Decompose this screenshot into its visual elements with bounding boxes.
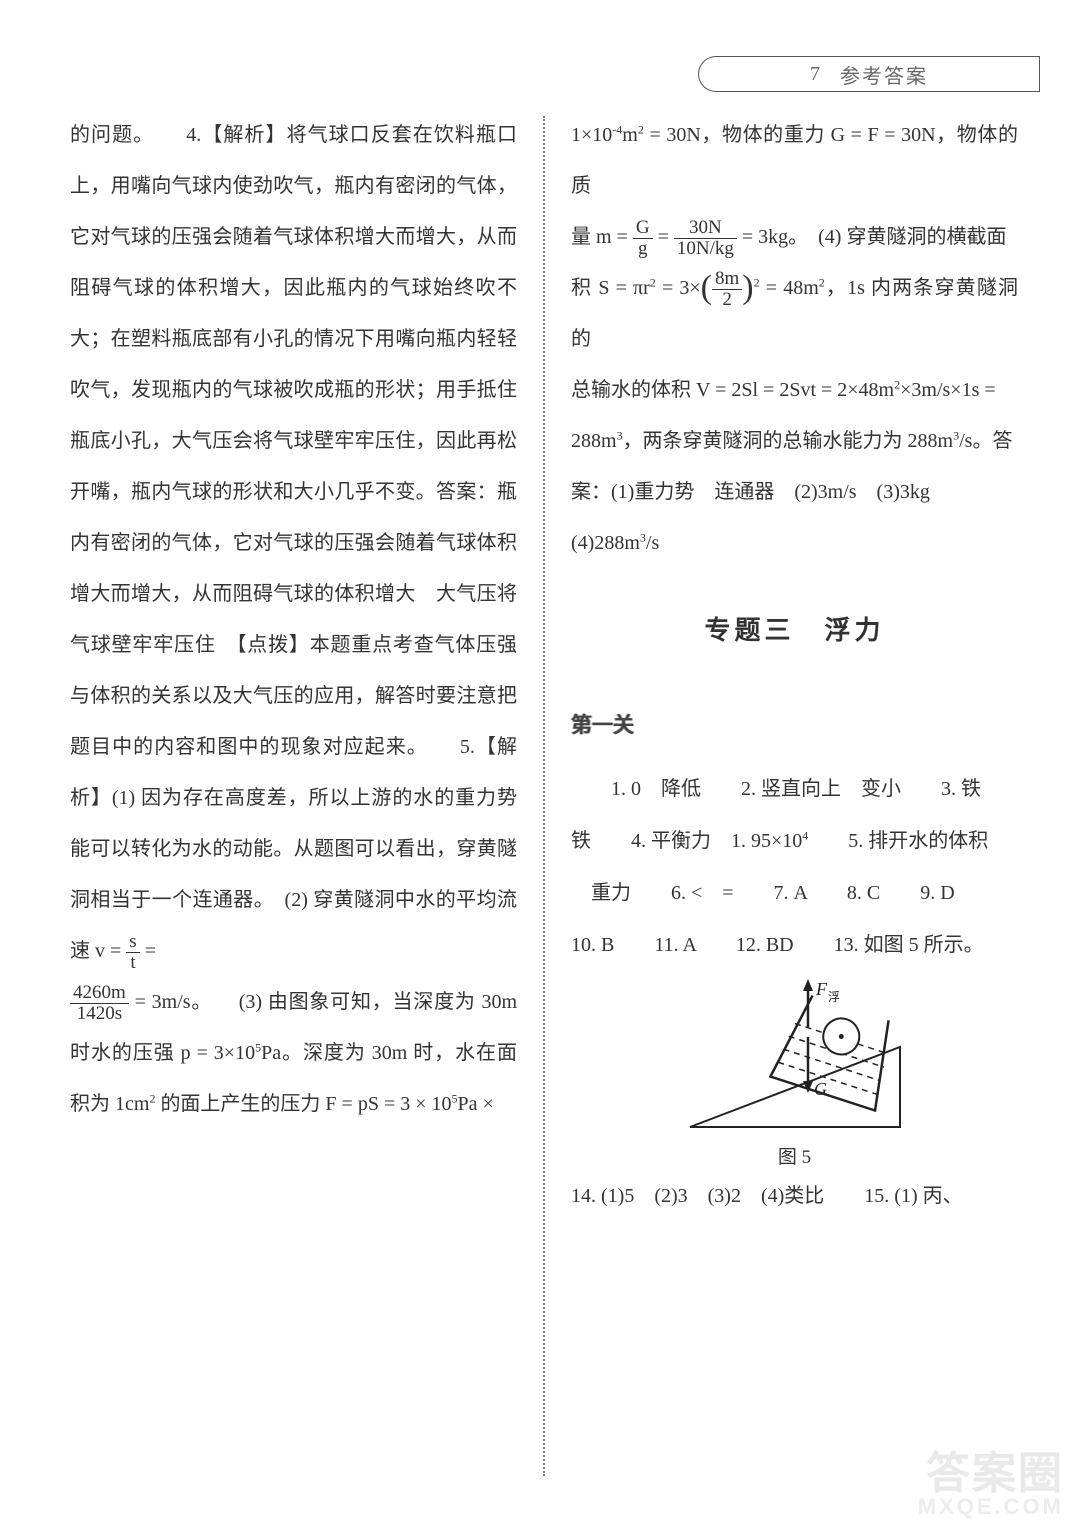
- columns: 的问题。 4.【解析】将气球口反套在饮料瓶口上，用嘴向气球内使劲吹气，瓶内有密闭…: [70, 110, 1018, 1490]
- answer-line: 重力 6. < = 7. A 8. C 9. D: [571, 867, 1018, 919]
- frac-num: 4260m: [70, 983, 129, 1004]
- frac-num: G: [633, 218, 653, 239]
- r-l1b: m: [622, 124, 638, 146]
- left-column: 的问题。 4.【解析】将气球口反套在饮料瓶口上，用嘴向气球内使劲吹气，瓶内有密闭…: [70, 110, 543, 1490]
- figure-caption: 图 5: [571, 1147, 1018, 1170]
- frac-den: g: [633, 239, 653, 259]
- frac-den: 10N/kg: [674, 239, 737, 259]
- vol-b: ×3m/s×1s =: [900, 379, 996, 401]
- frac-G-over-g: G g: [633, 218, 653, 259]
- page: 7 参考答案 的问题。 4.【解析】将气球口反套在饮料瓶口上，用嘴向气球内使劲吹…: [0, 0, 1088, 1536]
- label-F-sub: 浮: [828, 990, 840, 1004]
- paren-right: ): [742, 274, 753, 301]
- page-number: 7: [810, 63, 822, 86]
- frac-s-over-t: s t: [126, 932, 139, 973]
- container: [770, 991, 902, 1111]
- area-c: = 48m: [760, 277, 819, 299]
- figure-5: F 浮 G 图 5: [571, 977, 1018, 1170]
- frac-den: t: [126, 953, 139, 973]
- paren-left: (: [701, 274, 712, 301]
- v-equals: v =: [95, 940, 126, 962]
- level-label: 第一关: [571, 699, 634, 753]
- answers-line-b-tail: /s: [646, 532, 659, 554]
- answer-line: 铁 4. 平衡力 1. 95×104 5. 排开水的体积: [571, 815, 1018, 867]
- answers-line-a: 案：(1)重力势 连通器 (2)3m/s (3)3kg: [571, 481, 930, 503]
- answer-line: 14. (1)5 (2)3 (3)2 (4)类比 15. (1) 丙、: [571, 1170, 1018, 1222]
- section-title: 专题三 浮力: [571, 597, 1018, 663]
- l2a: 铁 4. 平衡力 1. 95×10: [571, 830, 802, 852]
- q5-3-text-c: 的面上产生的压力 F = pS = 3 × 10: [155, 1093, 451, 1115]
- sup-neg4: -4: [612, 122, 622, 136]
- q4-analysis-text: 的问题。 4.【解析】将气球口反套在饮料瓶口上，用嘴向气球内使劲吹气，瓶内有密闭…: [70, 124, 517, 962]
- pa-times: Pa ×: [458, 1093, 494, 1115]
- mass-b: = 3kg。 (4) 穿黄隧洞的横截面: [742, 226, 1007, 248]
- frac-30N-over-10Nkg: 30N 10N/kg: [674, 218, 737, 259]
- r-l1a: 1×10: [571, 124, 612, 146]
- frac-den: 1420s: [70, 1004, 129, 1024]
- frac-den: 2: [712, 290, 742, 310]
- l2b: 5. 排开水的体积: [808, 830, 988, 852]
- vol-d: ，两条穿黄隧洞的总输水能力为 288m: [623, 430, 954, 452]
- answer-line: 1. 0 降低 2. 竖直向上 变小 3. 铁: [571, 763, 1018, 815]
- equals: =: [145, 940, 156, 962]
- mass-a: 量 m =: [571, 226, 633, 248]
- frac-num: s: [126, 932, 139, 953]
- area-b: = 3×: [656, 277, 701, 299]
- label-F: F: [815, 979, 828, 999]
- mass-eq: =: [658, 226, 674, 248]
- label-G: G: [814, 1079, 827, 1099]
- frac-8m-over-2: 8m2: [712, 269, 742, 310]
- frac-num: 30N: [674, 218, 737, 239]
- incline: [690, 1047, 900, 1127]
- vol-e: /s。答: [959, 430, 1012, 452]
- buoyancy-diagram: F 浮 G: [680, 977, 910, 1137]
- answer-line: 10. B 11. A 12. BD 13. 如图 5 所示。: [571, 919, 1018, 971]
- eq-3ms: = 3m/s。: [135, 991, 213, 1013]
- vol-c: 288m: [571, 430, 617, 452]
- area-a: 积 S = πr: [571, 277, 650, 299]
- header-title: 参考答案: [840, 60, 928, 89]
- header-tab: 7 参考答案: [698, 56, 1040, 92]
- answers-line-b: (4)288m: [571, 532, 640, 554]
- right-column: 1×10-4m2 = 30N，物体的重力 G = F = 30N，物体的质 量 …: [545, 110, 1018, 1490]
- answer-block: 1. 0 降低 2. 竖直向上 变小 3. 铁 铁 4. 平衡力 1. 95×1…: [571, 763, 1018, 971]
- watermark-small: MXQE.COM: [918, 1496, 1064, 1518]
- arrowhead-up: [803, 979, 813, 991]
- frac-4260-over-1420: 4260m 1420s: [70, 983, 129, 1024]
- frac-num: 8m: [712, 269, 742, 290]
- vol-a: 总输水的体积 V = 2Sl = 2Svt = 2×48m: [571, 379, 894, 401]
- answer-block-2: 14. (1)5 (2)3 (3)2 (4)类比 15. (1) 丙、: [571, 1170, 1018, 1222]
